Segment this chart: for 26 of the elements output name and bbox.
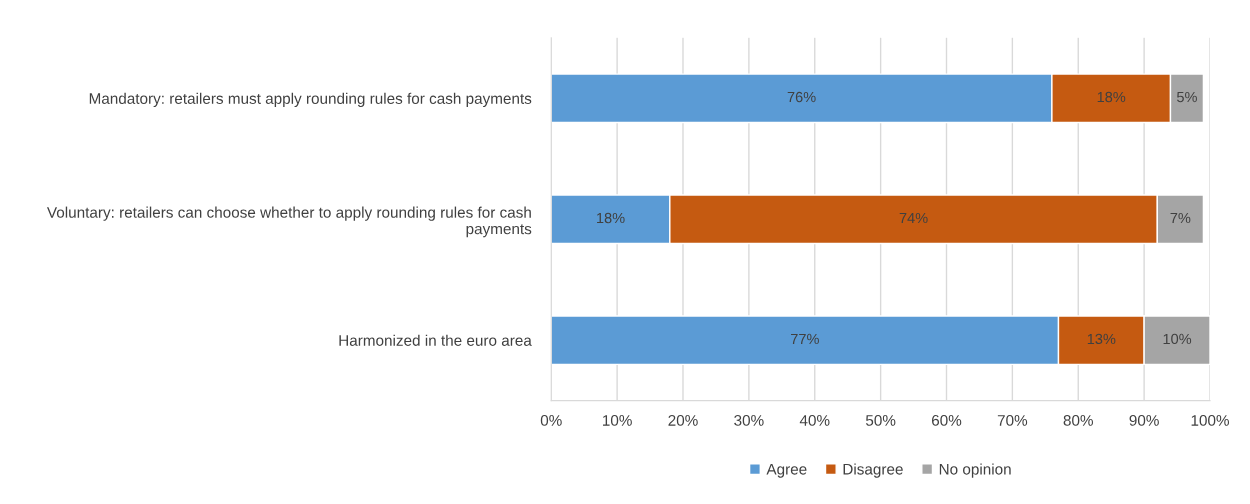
text: 18% bbox=[597, 212, 625, 224]
legend-label: No opinion bbox=[939, 463, 1011, 478]
text: 7% bbox=[1170, 212, 1191, 224]
text: 76% bbox=[787, 91, 816, 103]
legend-label: Disagree bbox=[843, 463, 903, 478]
x-tick-label: 40% bbox=[799, 414, 830, 426]
x-tick-label: 100% bbox=[1191, 414, 1229, 426]
x-tick-label: 50% bbox=[865, 414, 896, 426]
legend-label: Agree bbox=[766, 463, 807, 478]
x-tick-label: 20% bbox=[668, 414, 698, 426]
x-tick-label: 80% bbox=[1063, 414, 1093, 426]
x-tick-label: 0% bbox=[540, 414, 562, 426]
text: 5% bbox=[1176, 91, 1197, 103]
text: 13% bbox=[1087, 333, 1116, 345]
y-tick-label: Mandatory: retailers must apply rounding rules for cash payments bbox=[89, 92, 532, 107]
text: 74% bbox=[899, 212, 928, 224]
y-tick-label: Voluntary: retailers can choose whether to apply rounding rules for cash payments bbox=[46, 206, 532, 238]
text: 77% bbox=[791, 333, 819, 345]
x-tick-label: 10% bbox=[603, 414, 632, 426]
x-tick-label: 30% bbox=[734, 414, 764, 426]
x-tick-label: 60% bbox=[931, 414, 962, 426]
text: 18% bbox=[1097, 91, 1126, 103]
x-tick-label: 90% bbox=[1129, 414, 1159, 426]
y-tick-label: Harmonized in the euro area bbox=[339, 334, 532, 346]
text: 10% bbox=[1163, 333, 1192, 345]
x-tick-label: 70% bbox=[997, 414, 1028, 426]
